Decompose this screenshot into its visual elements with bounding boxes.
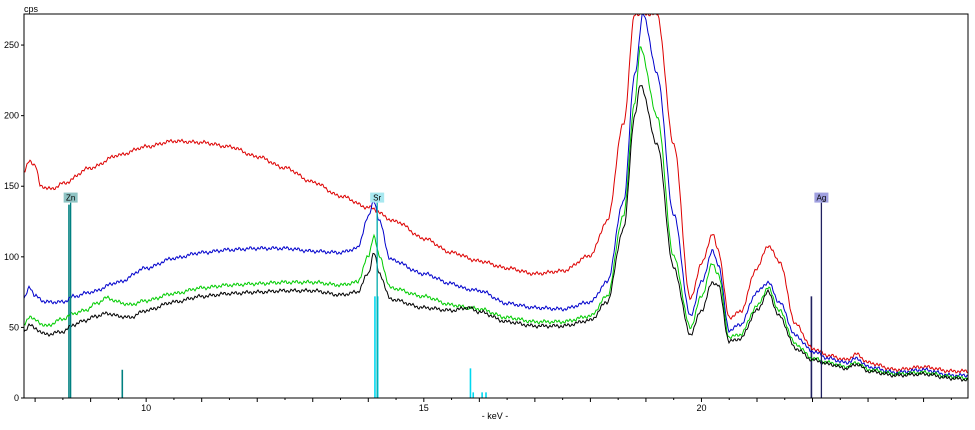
element-marker-tag [370,192,385,203]
y-tick-label: 250 [4,40,19,50]
element-marker-label: Zn [66,194,75,203]
y-unit-label: cps [24,4,39,14]
spectrum-series-line [24,46,968,381]
x-tick-label: 20 [696,403,706,413]
x-tick-label: 15 [419,403,429,413]
x-tick-label: 10 [141,403,151,413]
y-tick-label: 50 [9,322,19,332]
y-tick-label: 0 [14,393,19,403]
spectra-group [24,14,968,382]
element-marker-tag [63,192,78,203]
y-tick-label: 200 [4,111,19,121]
y-tick-label: 150 [4,181,19,191]
y-tick-label: 100 [4,252,19,262]
plot-frame [23,13,969,399]
spectrum-series-line [24,14,968,378]
spectrum-series-line [24,85,968,382]
element-marker-tag [814,192,829,203]
element-marker-label: Ag [817,194,827,203]
element-marker-label: Sr [373,194,381,203]
x-axis-label: - keV - [482,411,509,421]
spectrum-series-line [24,14,968,374]
